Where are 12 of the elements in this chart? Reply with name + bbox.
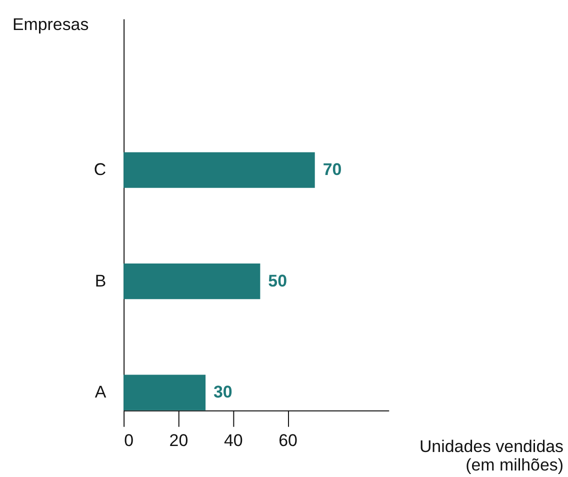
x-tick-label: 20: [169, 430, 188, 450]
x-tick-label: 60: [278, 430, 298, 450]
data-label: 50: [268, 271, 288, 290]
x-tick-label: 0: [124, 430, 134, 450]
data-label: 70: [322, 160, 342, 180]
x-axis-title: Unidades vendidas (em milhões): [419, 436, 564, 475]
data-label: 30: [214, 382, 232, 402]
y-tick-label: B: [94, 271, 106, 290]
y-tick-label: C: [94, 160, 106, 180]
y-tick-label: A: [94, 382, 107, 402]
x-tick-label: 40: [224, 430, 243, 450]
y-axis-title: Empresas: [12, 15, 89, 34]
